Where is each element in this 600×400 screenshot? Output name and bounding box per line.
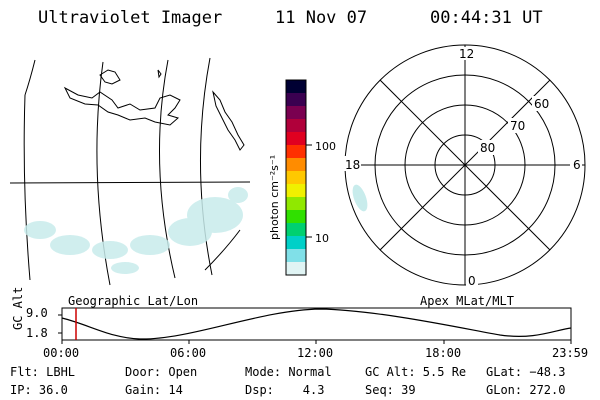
orbit-xtick-1: 06:00 xyxy=(170,346,207,360)
info-gc-alt: GC Alt: 5.5 Re xyxy=(365,365,467,379)
mlt-label-12: 12 xyxy=(459,47,474,61)
colorbar-segment xyxy=(286,80,306,94)
orbit-xtick-4: 23:59 xyxy=(552,346,589,360)
orbit-ytick-top: 9.0 xyxy=(26,306,48,320)
orbit-xtick-0: 00:00 xyxy=(43,346,80,360)
info-dsp: Dsp: 4.3 xyxy=(245,383,325,397)
colorbar-segment xyxy=(286,184,306,198)
info-gain: Gain: 14 xyxy=(125,383,183,397)
info-seq: Seq: 39 xyxy=(365,383,416,397)
time-label: 00:44:31 UT xyxy=(430,8,543,28)
lat-label-70: 70 xyxy=(510,119,525,133)
mlt-label-6: 6 xyxy=(573,158,581,172)
altitude-curve xyxy=(61,308,572,340)
meridian-line-3 xyxy=(159,59,176,279)
island-chain xyxy=(212,90,245,151)
info-glon: GLon: 272.0 xyxy=(486,383,566,397)
polar-plot: 12 6 0 18 80 70 60 xyxy=(343,44,586,288)
colorbar-segment xyxy=(286,158,306,172)
emission-speckle xyxy=(24,187,248,274)
coastline-shape xyxy=(63,86,181,126)
meridian-line-1 xyxy=(23,94,31,281)
apex-title: Apex MLat/MLT xyxy=(420,294,514,308)
colorbar-segment xyxy=(286,210,306,224)
mlt-label-18: 18 xyxy=(345,158,360,172)
lat-label-60: 60 xyxy=(534,97,549,111)
meridian-line-4 xyxy=(199,57,213,276)
colorbar-segment xyxy=(286,262,306,276)
colorbar-segment xyxy=(286,223,306,237)
colorbar-segment xyxy=(286,197,306,211)
orbit-plot xyxy=(58,307,572,344)
colorbar-segment xyxy=(286,93,306,107)
geographic-title: Geographic Lat/Lon xyxy=(68,294,199,308)
orbit-xtick-2: 12:00 xyxy=(297,346,334,360)
geographic-map xyxy=(9,57,251,286)
colorbar-segment xyxy=(286,119,306,133)
colorbar-label: photon cm⁻²s⁻¹ xyxy=(268,155,281,240)
orbit-xtick-3: 18:00 xyxy=(425,346,462,360)
orbit-ytick-bottom: 1.8 xyxy=(26,326,48,340)
lat-label-80: 80 xyxy=(480,141,495,155)
colorbar-segment xyxy=(286,171,306,185)
colorbar-tick-100: 100 xyxy=(315,140,336,153)
info-flt: Flt: LBHL xyxy=(10,365,76,379)
colorbar-segment xyxy=(286,236,306,250)
orbit-ylabel: GC Alt xyxy=(11,286,25,330)
colorbar-segment xyxy=(286,106,306,120)
colorbar-segment xyxy=(286,132,306,146)
colorbar-tick-10: 10 xyxy=(315,232,329,245)
info-glat: GLat: −48.3 xyxy=(486,365,566,379)
info-mode: Mode: Normal xyxy=(245,365,332,379)
info-door: Door: Open xyxy=(125,365,198,379)
colorbar xyxy=(286,80,306,276)
colorbar-segment xyxy=(286,249,306,263)
info-ip: IP: 36.0 xyxy=(10,383,68,397)
instrument-title: Ultraviolet Imager xyxy=(38,8,223,28)
mlt-label-0: 0 xyxy=(468,274,476,288)
parallel-line xyxy=(9,181,251,184)
colorbar-segment xyxy=(286,145,306,159)
date-label: 11 Nov 07 xyxy=(275,8,368,28)
polar-emission xyxy=(352,184,368,212)
